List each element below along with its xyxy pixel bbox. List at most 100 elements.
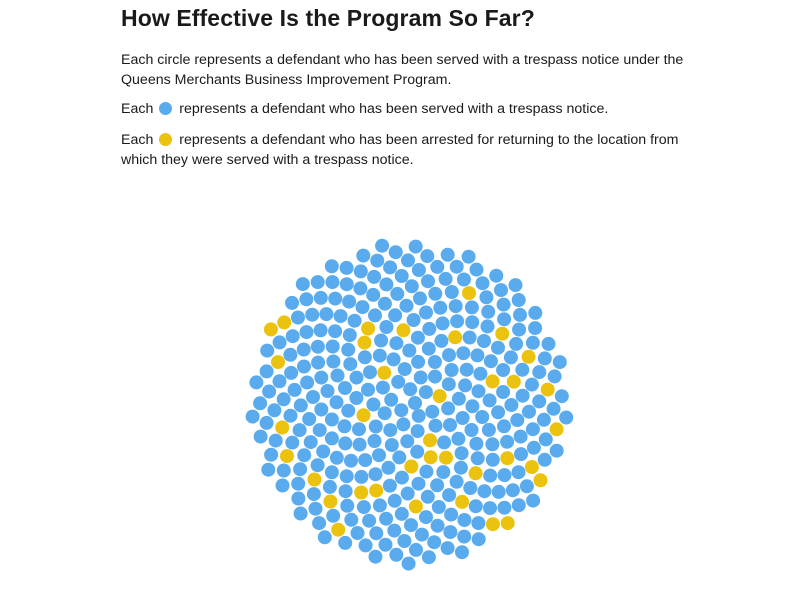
- defendant-circle-served: [541, 336, 556, 351]
- defendant-circle-served: [379, 277, 394, 292]
- defendant-circle-arrested: [500, 516, 515, 531]
- defendant-circle-served: [528, 321, 543, 336]
- defendant-circle-served: [319, 307, 334, 322]
- defendant-circle-served: [397, 534, 412, 548]
- defendant-circle-served: [389, 336, 404, 351]
- defendant-circle-served: [491, 340, 505, 355]
- defendant-circle-served: [513, 307, 527, 322]
- defendant-circle-served: [428, 369, 442, 384]
- defendant-circle-served: [425, 404, 440, 419]
- defendant-circle-arrested: [423, 450, 438, 465]
- defendant-circle-served: [377, 296, 392, 311]
- defendant-circle-served: [481, 422, 496, 437]
- defendant-circle-served: [406, 313, 421, 327]
- defendant-circle-arrested: [369, 483, 384, 498]
- defendant-circle-served: [366, 397, 381, 412]
- defendant-circle-served: [411, 476, 426, 491]
- defendant-circle-served: [528, 305, 543, 320]
- defendant-circle-served: [401, 556, 416, 571]
- defendant-circle-arrested: [356, 408, 371, 423]
- defendant-circle-served: [297, 448, 312, 463]
- defendant-circle-served: [287, 382, 302, 397]
- defendant-circle-chart: [245, 238, 574, 571]
- defendant-circle-served: [413, 291, 427, 306]
- defendant-circle-served: [497, 312, 512, 327]
- defendant-circle-served: [444, 507, 459, 522]
- defendant-circle-served: [285, 329, 300, 344]
- defendant-circle-served: [325, 275, 340, 290]
- defendant-circle-arrested: [468, 466, 483, 481]
- defendant-circle-served: [443, 418, 457, 432]
- defendant-circle-served: [381, 460, 396, 475]
- defendant-circle-served: [361, 382, 375, 397]
- defendant-circle-arrested: [485, 374, 500, 389]
- defendant-circle-served: [554, 389, 569, 404]
- defendant-circle-served: [441, 377, 456, 392]
- defendant-circle-served: [402, 343, 417, 358]
- defendant-circle-served: [276, 463, 291, 478]
- defendant-circle-served: [300, 375, 315, 390]
- defendant-circle-served: [387, 493, 402, 508]
- defendant-circle-served: [339, 277, 354, 292]
- defendant-circle-served: [435, 316, 450, 331]
- defendant-circle-served: [313, 290, 328, 305]
- defendant-circle-served: [341, 403, 356, 418]
- defendant-circle-served: [330, 368, 345, 383]
- defendant-circle-arrested: [533, 473, 548, 488]
- defendant-circle-served: [310, 339, 325, 354]
- defendant-circle-arrested: [423, 433, 437, 448]
- defendant-circle-served: [353, 264, 368, 279]
- defendant-circle-served: [433, 300, 448, 315]
- defendant-circle-served: [427, 535, 442, 550]
- defendant-circle-arrested: [485, 517, 500, 532]
- defendant-circle-served: [455, 545, 469, 560]
- defendant-circle-served: [514, 447, 528, 462]
- defendant-circle-served: [449, 474, 464, 489]
- defendant-circle-served: [338, 535, 353, 550]
- defendant-circle-arrested: [331, 522, 346, 537]
- defendant-circle-served: [392, 450, 407, 465]
- defendant-circle-served: [341, 342, 356, 357]
- defendant-circle-served: [322, 479, 337, 494]
- defendant-circle-served: [374, 333, 389, 348]
- legend-served-prefix: Each: [121, 101, 154, 117]
- defendant-circle-served: [525, 335, 540, 350]
- defendant-circle-served: [344, 512, 359, 527]
- defendant-circle-served: [497, 500, 512, 515]
- defendant-circle-served: [421, 341, 436, 356]
- defendant-circle-served: [469, 436, 484, 451]
- defendant-circle-served: [368, 549, 383, 564]
- defendant-circle-served: [419, 464, 434, 479]
- defendant-circle-served: [253, 396, 268, 411]
- defendant-circle-served: [434, 333, 449, 348]
- defendant-circle-served: [455, 411, 470, 425]
- defendant-circle-served: [475, 276, 490, 291]
- defendant-circle-served: [368, 308, 382, 323]
- defendant-circle-served: [284, 365, 299, 380]
- defendant-circle-served: [496, 297, 511, 312]
- defendant-circle-served: [285, 295, 299, 310]
- defendant-circle-arrested: [432, 389, 447, 404]
- defendant-circle-served: [465, 399, 480, 414]
- defendant-circle-served: [264, 447, 279, 462]
- defendant-circle-arrested: [263, 322, 278, 337]
- defendant-circle-served: [436, 465, 451, 480]
- defendant-circle-served: [312, 516, 327, 531]
- defendant-circle-served: [537, 351, 552, 366]
- defendant-circle-served: [399, 298, 414, 313]
- defendant-circle-served: [431, 500, 446, 514]
- defendant-circle-served: [342, 328, 357, 343]
- defendant-circle-served: [430, 518, 445, 533]
- defendant-circle-served: [536, 412, 551, 427]
- defendant-circle-served: [372, 448, 386, 463]
- defendant-circle-arrested: [377, 365, 392, 380]
- defendant-circle-served: [253, 429, 268, 444]
- defendant-circle-served: [340, 498, 355, 513]
- defendant-circle-served: [438, 271, 453, 286]
- defendant-circle-served: [358, 538, 373, 553]
- defendant-circle-served: [428, 418, 443, 433]
- defendant-circle-served: [401, 253, 415, 268]
- defendant-circle-served: [310, 275, 325, 290]
- defendant-circle-served: [480, 319, 495, 334]
- defendant-circle-served: [515, 388, 530, 403]
